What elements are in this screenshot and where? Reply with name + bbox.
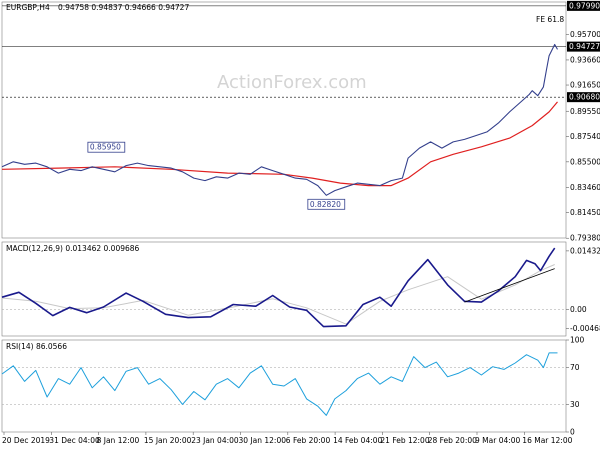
rsi-panel-frame [1, 339, 567, 433]
price-y-tick-label: 0.89550 [570, 107, 600, 116]
fib-label: FE 61.8 [536, 15, 564, 24]
x-tick-label: 30 Jan 12:00 [239, 436, 287, 445]
price-y-tick-label: 0.95700 [570, 30, 600, 39]
price-level-label-box [567, 41, 600, 52]
macd-y-tick-label: 0.00 [570, 305, 587, 314]
annotation-label: 0.85950 [90, 143, 121, 152]
rsi-header: RSI(14) 86.0566 [6, 342, 67, 351]
watermark: ActionForex.com [217, 72, 367, 93]
rsi-line [1, 352, 558, 416]
price-level-label: 0.94727 [569, 42, 600, 51]
macd-signal-line [1, 264, 555, 325]
rsi-y-tick-label: 0 [570, 428, 575, 437]
rsi-y-tick-label: 30 [570, 400, 580, 409]
x-tick-label: 20 Dec 2019 [2, 436, 50, 445]
x-tick-label: 8 Jan 12:00 [97, 436, 140, 445]
macd-series [1, 247, 566, 328]
annotation-box [307, 198, 346, 210]
x-tick-label: 9 Mar 04:00 [475, 436, 521, 445]
x-tick-label: 15 Jan 20:00 [144, 436, 192, 445]
macd-panel: MACD(12,26,9) 0.013462 0.009686 0.014326… [1, 241, 600, 337]
x-axis: 20 Dec 2019 31 Dec 04:008 Jan 12:00 15 Jan… [2, 432, 573, 445]
macd-y-tick-label: 0.014326 [570, 246, 600, 255]
price-levels: 0.97990 0.94727 0.90680 [2, 0, 600, 103]
macd-header: MACD(12,26,9) 0.013462 0.009686 [6, 244, 140, 253]
rsi-y-tick-label: 70 [570, 363, 580, 372]
rsi-panel: RSI(14) 86.0566 100 70 30 0 [1, 336, 585, 437]
macd-y-axis: 0.014326 0.00 -0.004686 [566, 246, 600, 333]
rsi-y-tick-label: 100 [570, 336, 585, 345]
annotation-box [87, 141, 126, 153]
price-y-tick-label: 0.85500 [570, 157, 600, 166]
price-header-symbol: EURGBP,H4 [6, 3, 50, 12]
price-line [1, 43, 558, 196]
price-annotations: 0.85950 0.82820 [87, 141, 346, 210]
price-level-label-box [567, 0, 600, 11]
annotation-label: 0.82820 [310, 200, 341, 209]
price-level-label: 0.90680 [569, 93, 600, 102]
price-series [1, 43, 558, 196]
macd-panel-frame [1, 241, 567, 337]
price-panel-frame [1, 1, 567, 239]
x-tick-label: 28 Feb 20:00 [428, 436, 477, 445]
macd-line [1, 247, 556, 328]
price-level-label: 0.97990 [569, 1, 600, 10]
price-y-tick-label: 0.91650 [570, 81, 600, 90]
rsi-series [1, 352, 558, 416]
price-y-tick-label: 0.93660 [570, 55, 600, 64]
price-y-tick-label: 0.83460 [570, 183, 600, 192]
x-tick-label: 16 Mar 12:00 [522, 436, 572, 445]
x-tick-label: 23 Jan 04:00 [191, 436, 239, 445]
macd-y-tick-label: -0.004686 [570, 324, 600, 333]
x-tick-label: 31 Dec 04:00 [49, 436, 100, 445]
macd-trendline [464, 268, 555, 303]
x-tick-label: 6 Feb 20:00 [286, 436, 331, 445]
price-y-axis: 0.95700 0.93660 0.91650 0.89550 0.87540 0.855… [566, 30, 600, 243]
price-panel: EURGBP,H4 0.94758 0.94837 0.94666 0.9472… [1, 0, 600, 243]
price-y-tick-label: 0.81450 [570, 208, 600, 217]
price-header-ohlc: 0.94758 0.94837 0.94666 0.94727 [58, 3, 189, 12]
rsi-y-axis: 100 70 30 0 [2, 336, 585, 437]
x-tick-label: 21 Feb 12:00 [380, 436, 429, 445]
price-y-tick-label: 0.79380 [570, 234, 600, 243]
price-level-label-box [567, 92, 600, 103]
x-tick-label: 14 Feb 04:00 [333, 436, 382, 445]
price-y-tick-label: 0.87540 [570, 132, 600, 141]
